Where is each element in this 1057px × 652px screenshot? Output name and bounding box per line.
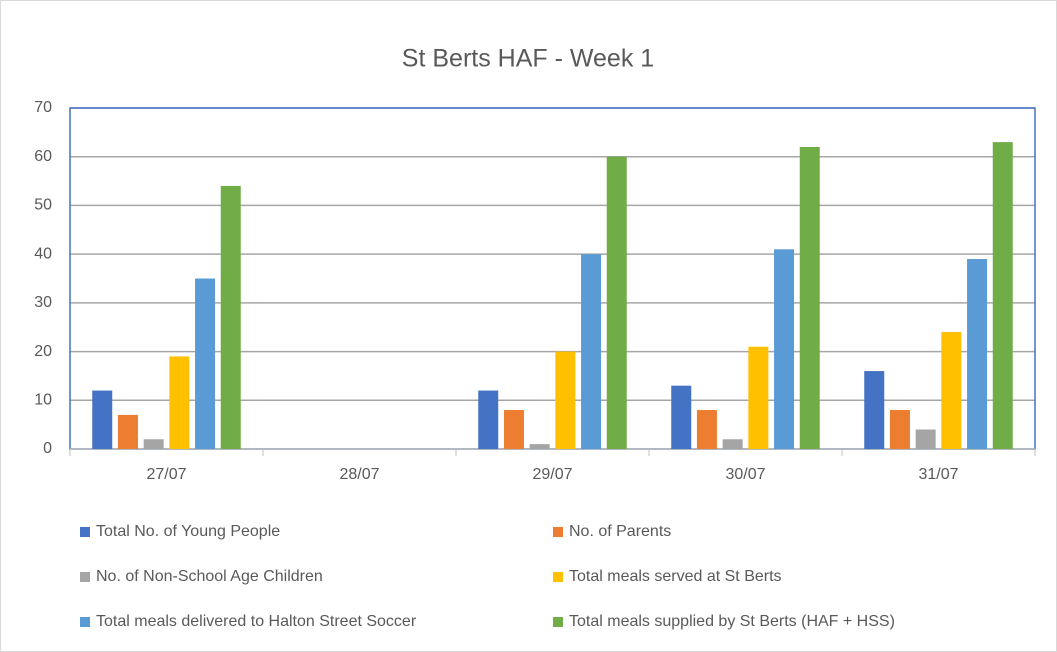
legend-label: Total meals supplied by St Berts (HAF + … xyxy=(569,613,895,630)
bar xyxy=(889,410,910,449)
y-tick-label: 10 xyxy=(34,392,52,409)
y-tick-label: 30 xyxy=(34,294,52,311)
bar xyxy=(581,254,602,449)
legend-swatch xyxy=(553,572,563,582)
legend-swatch xyxy=(80,617,90,627)
y-tick-label: 0 xyxy=(43,440,52,457)
bar xyxy=(478,390,499,449)
bar xyxy=(503,410,524,449)
bar xyxy=(555,351,576,449)
bar xyxy=(992,142,1013,449)
bar xyxy=(799,146,820,449)
bar xyxy=(671,385,692,449)
x-tick-label: 27/07 xyxy=(146,466,186,483)
x-tick-label: 30/07 xyxy=(725,466,765,483)
bar xyxy=(143,439,164,449)
legend-label: Total meals served at St Berts xyxy=(569,568,782,585)
y-tick-label: 40 xyxy=(34,245,52,262)
bar xyxy=(722,439,743,449)
y-tick-label: 50 xyxy=(34,197,52,214)
legend-swatch xyxy=(80,572,90,582)
legend-swatch xyxy=(553,527,563,537)
x-tick-label: 31/07 xyxy=(918,466,958,483)
legend-label: Total meals delivered to Halton Street S… xyxy=(96,613,417,630)
y-tick-label: 60 xyxy=(34,148,52,165)
legend-swatch xyxy=(80,527,90,537)
y-tick-label: 70 xyxy=(34,99,52,116)
bar xyxy=(967,259,988,449)
bar xyxy=(169,356,190,449)
legend-label: Total No. of Young People xyxy=(96,523,280,540)
legend-swatch xyxy=(553,617,563,627)
legend-label: No. of Parents xyxy=(569,523,671,540)
bar xyxy=(529,444,550,449)
bar xyxy=(92,390,113,449)
bar xyxy=(941,332,962,449)
bar xyxy=(864,371,885,449)
bar xyxy=(696,410,717,449)
x-tick-label: 29/07 xyxy=(532,466,572,483)
bar xyxy=(748,346,769,449)
bar xyxy=(774,249,795,449)
bar xyxy=(606,156,627,449)
chart-title: St Berts HAF - Week 1 xyxy=(402,45,654,73)
bar xyxy=(220,185,241,449)
bar xyxy=(117,414,138,449)
x-tick-label: 28/07 xyxy=(339,466,379,483)
bar xyxy=(915,429,936,449)
legend-label: No. of Non-School Age Children xyxy=(96,568,323,585)
bar xyxy=(195,278,216,449)
y-tick-label: 20 xyxy=(34,343,52,360)
